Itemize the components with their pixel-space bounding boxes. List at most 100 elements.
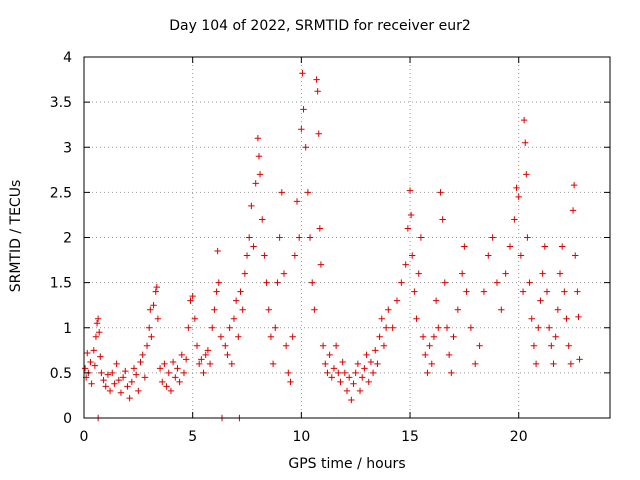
- data-point: [163, 383, 170, 390]
- data-point: [209, 324, 216, 331]
- data-point: [523, 171, 530, 178]
- data-point: [285, 369, 292, 377]
- data-point: [322, 360, 329, 368]
- data-point: [380, 342, 388, 349]
- data-point: [361, 365, 368, 372]
- data-point: [124, 383, 131, 390]
- y-tick-label: 3.5: [50, 95, 72, 111]
- data-point: [515, 193, 522, 201]
- data-point: [298, 126, 305, 133]
- data-point: [239, 306, 246, 313]
- data-point: [126, 394, 133, 402]
- data-point: [87, 358, 94, 366]
- data-point: [430, 333, 438, 340]
- data-point: [213, 288, 220, 295]
- data-point: [269, 360, 277, 368]
- data-point: [522, 139, 529, 146]
- data-point: [147, 306, 154, 313]
- data-point: [530, 342, 538, 349]
- data-point: [506, 243, 514, 250]
- data-point: [417, 234, 425, 241]
- data-point: [185, 324, 192, 331]
- data-point: [526, 279, 533, 286]
- data-point: [119, 374, 127, 381]
- data-point: [524, 234, 531, 241]
- data-point: [237, 288, 244, 295]
- data-point: [122, 367, 129, 375]
- data-point: [485, 252, 492, 259]
- data-point: [498, 306, 505, 313]
- data-point: [552, 333, 559, 340]
- data-point: [243, 252, 251, 259]
- data-point: [458, 270, 466, 277]
- data-point: [539, 270, 546, 277]
- data-point: [165, 369, 172, 377]
- data-point: [161, 360, 168, 368]
- data-point: [378, 315, 385, 322]
- data-point: [402, 261, 409, 268]
- data-point: [152, 288, 159, 295]
- data-point: [461, 243, 468, 250]
- data-point: [382, 324, 390, 331]
- data-point: [520, 116, 528, 124]
- data-point: [565, 342, 572, 349]
- data-point: [92, 333, 100, 340]
- data-point: [476, 342, 483, 349]
- data-point: [215, 279, 222, 286]
- data-point: [554, 306, 562, 313]
- data-point: [302, 144, 309, 151]
- y-tick-label: 1.5: [50, 276, 72, 292]
- data-point: [376, 333, 383, 340]
- data-point: [441, 279, 449, 286]
- data-point: [167, 387, 175, 395]
- data-point: [319, 342, 327, 349]
- data-point: [211, 306, 218, 313]
- data-point: [359, 374, 366, 381]
- data-point: [558, 243, 566, 250]
- data-point: [128, 378, 136, 386]
- data-point: [472, 360, 479, 368]
- data-point: [204, 347, 212, 354]
- data-point: [159, 378, 166, 386]
- data-point: [535, 324, 542, 331]
- data-point: [463, 288, 470, 295]
- data-point: [367, 358, 375, 366]
- data-point: [309, 279, 316, 286]
- data-point: [130, 365, 138, 372]
- data-point: [300, 106, 307, 113]
- data-point: [287, 378, 294, 386]
- data-point: [248, 202, 255, 210]
- data-point: [575, 313, 582, 321]
- data-point: [91, 362, 99, 369]
- data-point: [448, 369, 455, 377]
- data-point: [328, 374, 335, 381]
- data-point: [426, 342, 433, 349]
- data-point: [206, 360, 214, 368]
- data-point: [424, 369, 431, 377]
- data-point: [409, 252, 416, 259]
- data-point: [115, 376, 122, 384]
- data-point: [265, 306, 272, 313]
- data-point: [295, 234, 303, 241]
- data-point: [437, 189, 444, 196]
- data-point: [256, 171, 264, 178]
- data-point: [385, 306, 392, 313]
- data-point: [106, 387, 114, 395]
- data-point: [81, 365, 89, 372]
- data-point: [156, 365, 164, 372]
- data-point: [146, 324, 153, 331]
- data-point: [314, 88, 321, 95]
- data-point: [200, 369, 207, 377]
- x-axis-label: GPS time / hours: [288, 456, 406, 472]
- data-point: [439, 216, 446, 223]
- data-point: [365, 378, 372, 386]
- data-point: [435, 324, 442, 331]
- data-point: [443, 324, 451, 331]
- data-point: [350, 380, 357, 387]
- data-point: [563, 315, 570, 322]
- data-point: [352, 369, 359, 377]
- data-point: [432, 297, 440, 304]
- data-point: [272, 324, 279, 331]
- data-point: [289, 333, 296, 340]
